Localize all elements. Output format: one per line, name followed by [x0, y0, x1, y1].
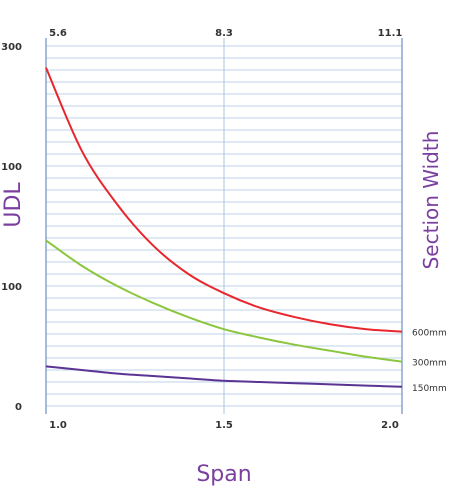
series-line-150mm [45, 365, 403, 388]
series-lines [45, 67, 403, 388]
y-tick-label: 0 [15, 402, 22, 413]
axes [45, 38, 403, 414]
series-label-300mm: 300mm [412, 359, 447, 369]
top-tick-label: 8.3 [215, 28, 233, 39]
y-tick-label: 100 [1, 162, 22, 173]
series-line-300mm [45, 239, 403, 363]
top-tick-label: 11.1 [378, 28, 403, 39]
tick-labels: 0 100 100 300 1.0 1.5 2.0 5.6 8.3 11.1 600mm 300mm 1… [1, 28, 447, 431]
y-tick-label: 100 [1, 282, 22, 293]
x-tick-label: 1.5 [215, 420, 233, 431]
series-label-600mm: 600mm [412, 329, 447, 339]
y2-axis-title: Section Width [419, 131, 443, 270]
series-label-150mm: 150mm [412, 384, 447, 394]
x-tick-label: 2.0 [381, 420, 399, 431]
x-axis-title: Span [196, 462, 251, 487]
x-tick-label: 1.0 [49, 420, 67, 431]
series-line-600mm [45, 67, 403, 333]
grid [46, 38, 402, 414]
y-axis-title: UDL [1, 182, 26, 228]
y-tick-label: 300 [1, 42, 22, 53]
top-tick-label: 5.6 [49, 28, 67, 39]
